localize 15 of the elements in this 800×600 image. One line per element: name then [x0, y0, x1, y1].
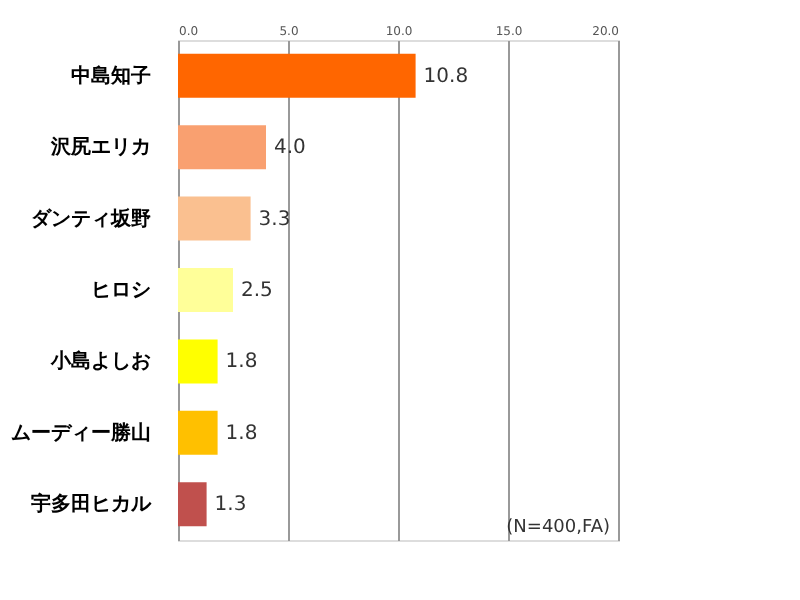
data-label: 3.3 — [258, 208, 291, 231]
y-tick-label: ヒロシ — [91, 280, 151, 302]
annotation: (N=400,FA) — [506, 518, 610, 538]
y-tick-label: 小島よしお — [49, 349, 151, 374]
data-label: 10.8 — [423, 65, 469, 88]
y-tick-label: 宇多田ヒカル — [31, 492, 153, 517]
data-label: 1.3 — [214, 494, 247, 517]
data-label: 4.0 — [274, 137, 306, 160]
y-tick-label: 中島知子 — [71, 63, 151, 88]
y-tick-label: ムーディー勝山 — [11, 420, 151, 445]
data-label: 1.8 — [225, 422, 258, 445]
data-label: 1.8 — [225, 351, 258, 374]
y-tick-label: ダンティ坂野 — [31, 206, 151, 231]
y-tick-label: 沢尻エリカ — [49, 135, 151, 160]
data-label: 2.5 — [241, 280, 273, 302]
